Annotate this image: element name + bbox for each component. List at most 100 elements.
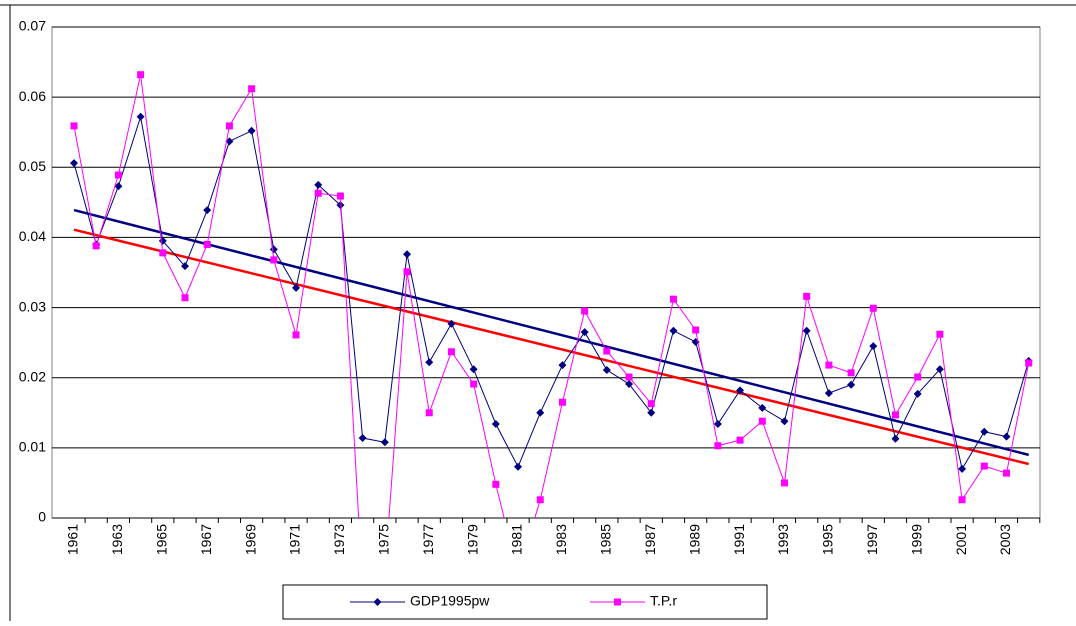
x-tick-label: 1975 (376, 524, 392, 555)
marker (914, 373, 922, 381)
marker (936, 330, 944, 338)
marker (692, 326, 700, 334)
x-tick-label: 1983 (553, 524, 569, 555)
x-tick-label: 1967 (198, 524, 214, 555)
marker (869, 342, 878, 351)
legend (282, 584, 768, 620)
x-tick-label: 1965 (154, 524, 170, 555)
x-tick-label: 1999 (908, 524, 924, 555)
marker (447, 348, 455, 356)
x-tick-label: 2003 (997, 524, 1013, 555)
y-tick-label: 0.03 (19, 298, 46, 314)
trendline (73, 228, 1029, 466)
marker (736, 436, 744, 444)
x-tick-label: 1987 (642, 524, 658, 555)
marker (603, 347, 611, 355)
marker (248, 85, 256, 93)
plot-area (51, 26, 1041, 519)
y-tick-label: 0.02 (19, 368, 46, 384)
marker (270, 256, 278, 264)
x-tick-label: 1997 (864, 524, 880, 555)
marker (314, 189, 322, 197)
marker (336, 192, 344, 200)
marker (358, 434, 367, 443)
y-tick-label: 0.04 (19, 228, 46, 244)
marker (247, 126, 256, 135)
marker (803, 292, 811, 300)
marker (336, 201, 345, 210)
marker (714, 442, 722, 450)
x-tick-label: 1977 (420, 524, 436, 555)
marker (470, 380, 478, 388)
x-tick-label: 1989 (686, 524, 702, 555)
marker (647, 408, 656, 417)
x-tick-label: 1961 (65, 524, 81, 555)
series-line (73, 74, 1030, 518)
marker (292, 331, 300, 339)
marker (203, 240, 211, 248)
marker (181, 262, 190, 271)
marker (114, 171, 122, 179)
marker (136, 112, 145, 121)
marker (514, 462, 523, 471)
marker (403, 268, 411, 276)
marker (447, 319, 456, 328)
trendline (73, 208, 1030, 457)
marker (869, 304, 877, 312)
marker (736, 386, 745, 395)
marker (1002, 432, 1011, 441)
marker (647, 400, 655, 408)
x-tick-label: 1969 (242, 524, 258, 555)
marker (958, 496, 966, 504)
marker (847, 369, 855, 377)
marker (225, 122, 233, 130)
marker (314, 180, 323, 189)
marker (824, 389, 833, 398)
marker (558, 398, 566, 406)
marker (469, 365, 478, 374)
x-tick-label: 1993 (775, 524, 791, 555)
marker (847, 380, 856, 389)
y-tick-label: 0.07 (19, 18, 46, 34)
x-tick-label: 1981 (509, 524, 525, 555)
marker (1025, 359, 1033, 367)
x-tick-label: 1985 (598, 524, 614, 555)
marker (92, 242, 100, 250)
marker (381, 571, 388, 578)
marker (403, 250, 412, 259)
marker (669, 326, 678, 335)
x-tick-label: 1971 (287, 524, 303, 555)
marker (536, 408, 545, 417)
x-tick-label: 1979 (464, 524, 480, 555)
x-tick-label: 1973 (331, 524, 347, 555)
marker (625, 373, 633, 381)
x-tick-label: 1991 (731, 524, 747, 555)
marker (602, 365, 611, 374)
marker (958, 464, 967, 473)
marker (159, 249, 167, 257)
marker (758, 417, 766, 425)
marker (269, 245, 278, 254)
marker (1002, 469, 1010, 477)
marker (425, 358, 434, 367)
marker (580, 328, 589, 337)
marker (558, 361, 567, 370)
marker (137, 71, 145, 79)
marker (492, 480, 500, 488)
marker (380, 438, 389, 447)
marker (713, 420, 722, 429)
marker (669, 295, 677, 303)
marker (70, 122, 78, 130)
marker (980, 462, 988, 470)
marker (203, 206, 212, 215)
marker (225, 137, 234, 146)
x-tick-label: 2001 (953, 524, 969, 555)
marker (980, 427, 989, 436)
x-tick-label: 1963 (109, 524, 125, 555)
marker (625, 380, 634, 389)
marker (581, 307, 589, 315)
marker (891, 411, 899, 419)
marker (780, 417, 789, 426)
marker (758, 403, 767, 412)
